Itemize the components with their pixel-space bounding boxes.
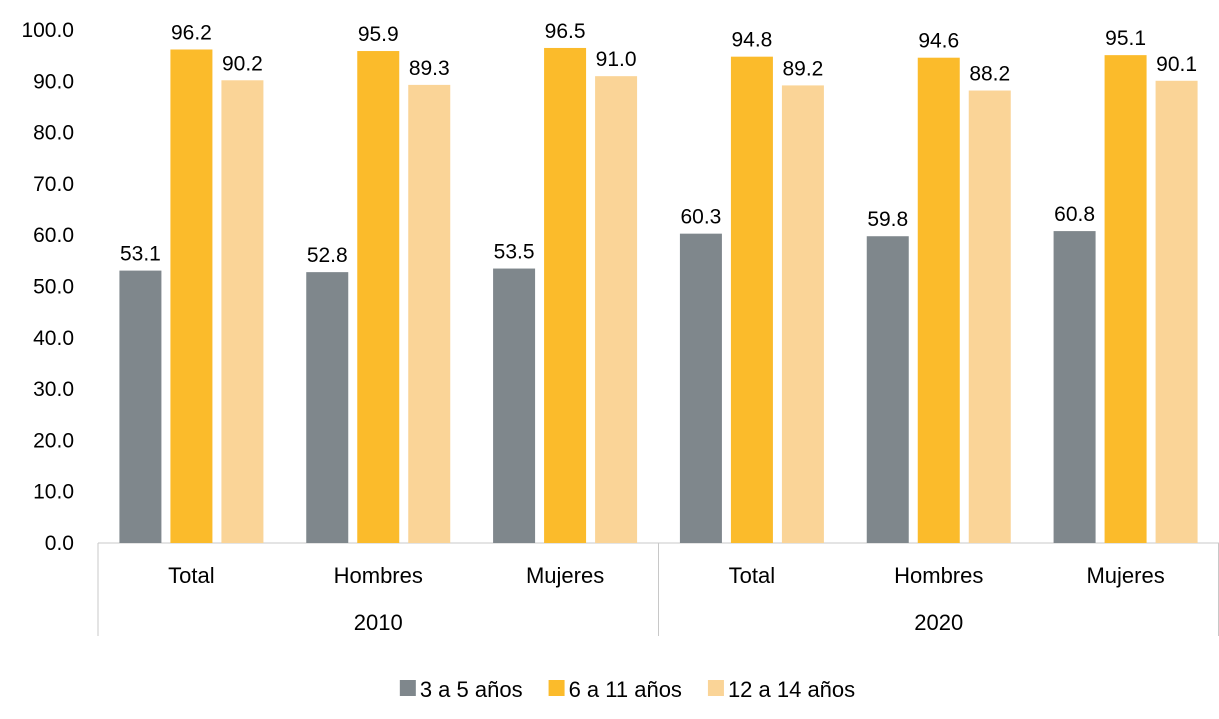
bars: 53.1 96.2 90.2 52.8 95.9 89.3 53.5 96.5 91.0 60.3… [119, 20, 1198, 544]
bar [730, 56, 773, 544]
y-tick-label: 0.0 [45, 532, 74, 555]
bar [221, 80, 264, 544]
bar [357, 51, 400, 544]
data-label: 95.1 [1105, 27, 1146, 50]
x-category-label: Total [729, 563, 775, 588]
legend-swatch [548, 680, 565, 696]
legend-swatch [707, 680, 724, 696]
y-tick-label: 80.0 [33, 122, 74, 145]
x-category-label: Hombres [334, 563, 423, 588]
bar [119, 270, 162, 543]
data-label: 90.2 [222, 52, 263, 75]
bar [679, 233, 722, 543]
legend-label: 6 a 11 años [569, 677, 682, 702]
x-category-label: Total [168, 563, 214, 588]
y-tick-label: 100.0 [21, 19, 74, 42]
data-label: 89.3 [409, 57, 450, 80]
bar [1104, 55, 1147, 544]
x-category-label: Hombres [894, 563, 983, 588]
bar [968, 90, 1011, 543]
y-tick-label: 40.0 [33, 327, 74, 350]
legend-label: 3 a 5 años [420, 677, 523, 702]
bar [1053, 231, 1096, 543]
bar [306, 272, 349, 543]
bar [408, 84, 451, 544]
bar [917, 57, 960, 544]
data-label: 95.9 [358, 23, 399, 46]
legend-label: 12 a 14 años [728, 677, 855, 702]
data-label: 53.1 [120, 243, 161, 266]
bar [544, 47, 587, 543]
y-tick-label: 10.0 [33, 481, 74, 504]
legend-swatch [399, 680, 416, 696]
bar [1155, 80, 1198, 544]
bar [595, 76, 638, 544]
bar [866, 236, 909, 543]
x-category-label: Mujeres [1086, 563, 1164, 588]
data-label: 94.6 [918, 30, 959, 53]
data-label: 91.0 [596, 48, 637, 71]
data-label: 60.3 [680, 206, 721, 229]
data-label: 88.2 [969, 63, 1010, 86]
data-label: 96.2 [171, 21, 212, 44]
x-group-label: 2010 [354, 610, 403, 635]
data-label: 59.8 [867, 208, 908, 231]
data-label: 52.8 [307, 244, 348, 267]
data-label: 90.1 [1156, 53, 1197, 76]
data-label: 94.8 [731, 29, 772, 52]
bar [781, 85, 824, 544]
x-category-label: Mujeres [526, 563, 604, 588]
data-label: 96.5 [545, 20, 586, 43]
y-tick-label: 50.0 [33, 276, 74, 299]
data-label: 60.8 [1054, 203, 1095, 226]
bar [493, 268, 536, 543]
y-tick-label: 70.0 [33, 173, 74, 196]
y-tick-label: 90.0 [33, 70, 74, 93]
bar [170, 49, 213, 544]
axes: 0.0 10.0 20.0 30.0 40.0 50.0 60.0 70.0 80.0 90.0 1… [21, 19, 1219, 636]
y-tick-label: 30.0 [33, 378, 74, 401]
data-label: 89.2 [782, 57, 823, 80]
legend: 3 a 5 años 6 a 11 años 12 a 14 años [399, 677, 855, 702]
x-group-label: 2020 [914, 610, 963, 635]
y-tick-label: 60.0 [33, 224, 74, 247]
data-label: 53.5 [494, 241, 535, 264]
y-tick-label: 20.0 [33, 429, 74, 452]
